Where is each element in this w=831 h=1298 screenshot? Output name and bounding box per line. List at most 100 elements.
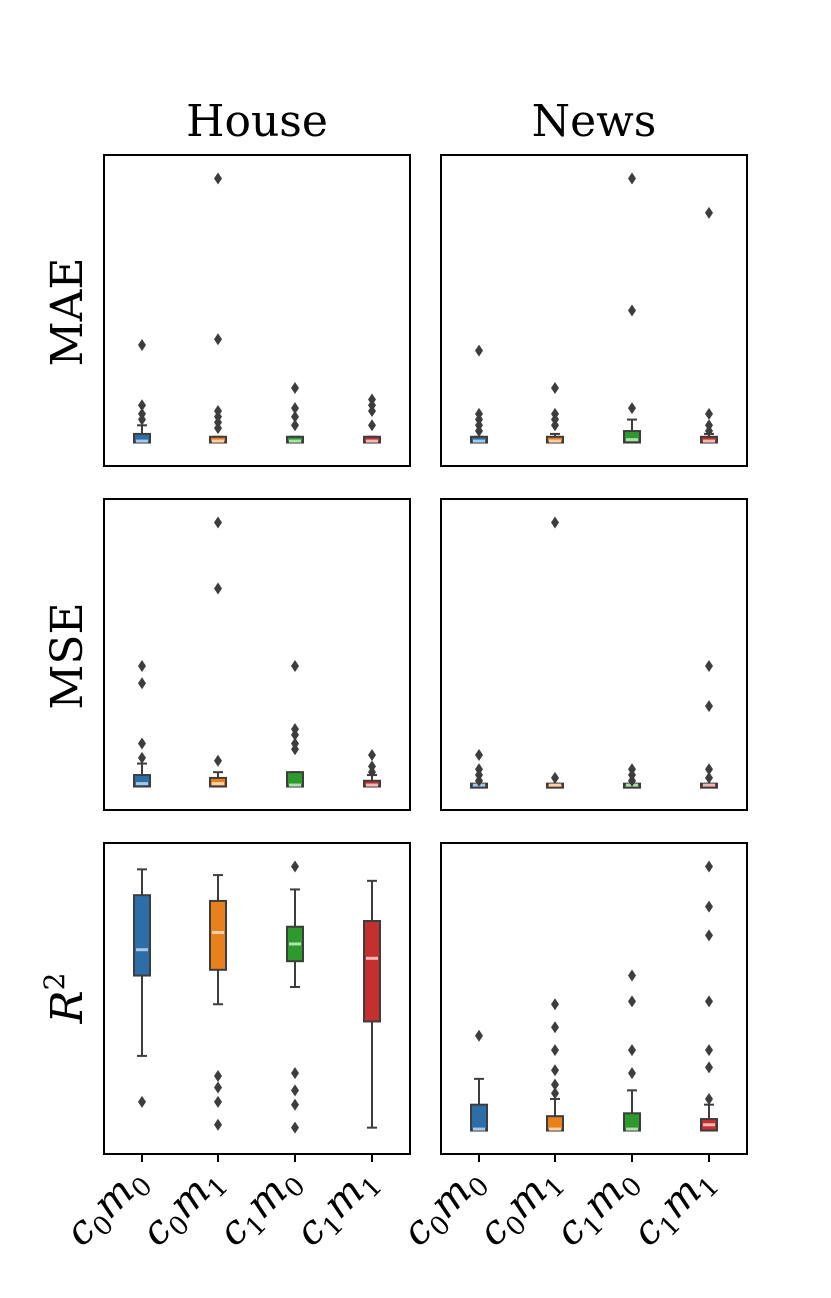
x-tick-label: c1m0 (209, 1157, 311, 1259)
outlier-point (628, 1044, 636, 1057)
outlier-point (368, 766, 376, 779)
outlier-point (628, 995, 636, 1008)
x-tick-label: c1m1 (286, 1157, 388, 1259)
row-label-mae: MAE (42, 258, 93, 367)
outlier-point (138, 677, 146, 690)
outlier-point (475, 425, 483, 438)
outlier-point (291, 402, 299, 415)
outlier-point (368, 748, 376, 761)
outlier-point (291, 1098, 299, 1111)
box-3 (363, 748, 381, 788)
outlier-point (291, 410, 299, 423)
outlier-point (138, 399, 146, 412)
outlier-point (475, 748, 483, 761)
outlier-point (628, 304, 636, 317)
box-iqr (470, 1103, 488, 1132)
box-0 (470, 1029, 488, 1132)
outlier-point (368, 404, 376, 417)
outlier-point (551, 516, 559, 529)
column-title-news: News (532, 96, 657, 147)
outlier-point (551, 419, 559, 432)
outlier-point (138, 659, 146, 672)
box-3 (700, 860, 718, 1132)
outlier-point (705, 1092, 713, 1105)
outlier-point (475, 774, 483, 787)
outlier-point (291, 659, 299, 672)
panel-frame (440, 842, 748, 1155)
outlier-point (138, 751, 146, 764)
box-2 (623, 969, 641, 1132)
outlier-point (628, 774, 636, 787)
panel-R2-News (440, 842, 748, 1162)
panel-MSE-News (440, 498, 748, 811)
box-1 (546, 381, 564, 444)
box-0 (133, 338, 151, 444)
outlier-point (628, 969, 636, 982)
outlier-point (628, 1067, 636, 1080)
x-tick-label: c1m1 (623, 1157, 725, 1259)
panel-frame (103, 154, 411, 467)
outlier-point (475, 344, 483, 357)
outlier-point (551, 1064, 559, 1077)
box-3 (363, 879, 381, 1129)
outlier-point (551, 1087, 559, 1100)
outlier-point (705, 860, 713, 873)
outlier-point (705, 425, 713, 438)
outlier-point (214, 1081, 222, 1094)
outlier-point (628, 172, 636, 185)
box-iqr (133, 894, 151, 977)
outlier-point (291, 381, 299, 394)
box-2 (286, 659, 304, 788)
outlier-point (705, 1061, 713, 1074)
row-label-mse: MSE (42, 602, 93, 709)
panel-grid (103, 154, 748, 1162)
row-label-r2-base: R (42, 990, 93, 1024)
outlier-point (291, 1067, 299, 1080)
outlier-point (214, 333, 222, 346)
panel-frame (440, 154, 748, 467)
box-1 (209, 172, 227, 444)
outlier-point (291, 419, 299, 432)
outlier-point (291, 743, 299, 756)
outlier-point (214, 516, 222, 529)
box-2 (623, 763, 641, 789)
outlier-point (705, 929, 713, 942)
box-1 (209, 874, 227, 1131)
panel-frame (103, 842, 411, 1155)
outlier-point (214, 1118, 222, 1131)
panel-MAE-News (440, 154, 748, 467)
x-tick-label: c0m0 (393, 1157, 495, 1259)
row-label-r2: R2 (38, 973, 93, 1025)
box-2 (623, 172, 641, 444)
outlier-point (475, 1029, 483, 1042)
box-3 (700, 206, 718, 444)
outlier-point (138, 338, 146, 351)
box-3 (700, 659, 718, 789)
outlier-point (214, 422, 222, 435)
outlier-point (291, 728, 299, 741)
box-2 (286, 860, 304, 1134)
outlier-point (551, 998, 559, 1011)
outlier-point (705, 659, 713, 672)
outlier-point (705, 763, 713, 776)
box-iqr (623, 430, 641, 444)
outlier-point (705, 700, 713, 713)
x-tick-label: c0m1 (469, 1157, 571, 1259)
outlier-point (291, 860, 299, 873)
panel-frame (440, 498, 748, 811)
box-0 (133, 659, 151, 788)
box-3 (363, 393, 381, 444)
box-1 (546, 998, 564, 1132)
box-0 (133, 868, 151, 1108)
outlier-point (368, 419, 376, 432)
outlier-point (705, 1044, 713, 1057)
outlier-point (551, 1021, 559, 1034)
outlier-point (138, 407, 146, 420)
panel-frame (103, 498, 411, 811)
outlier-point (214, 1095, 222, 1108)
outlier-point (628, 402, 636, 415)
box-iqr (133, 774, 151, 788)
x-tick-label: c1m0 (546, 1157, 648, 1259)
